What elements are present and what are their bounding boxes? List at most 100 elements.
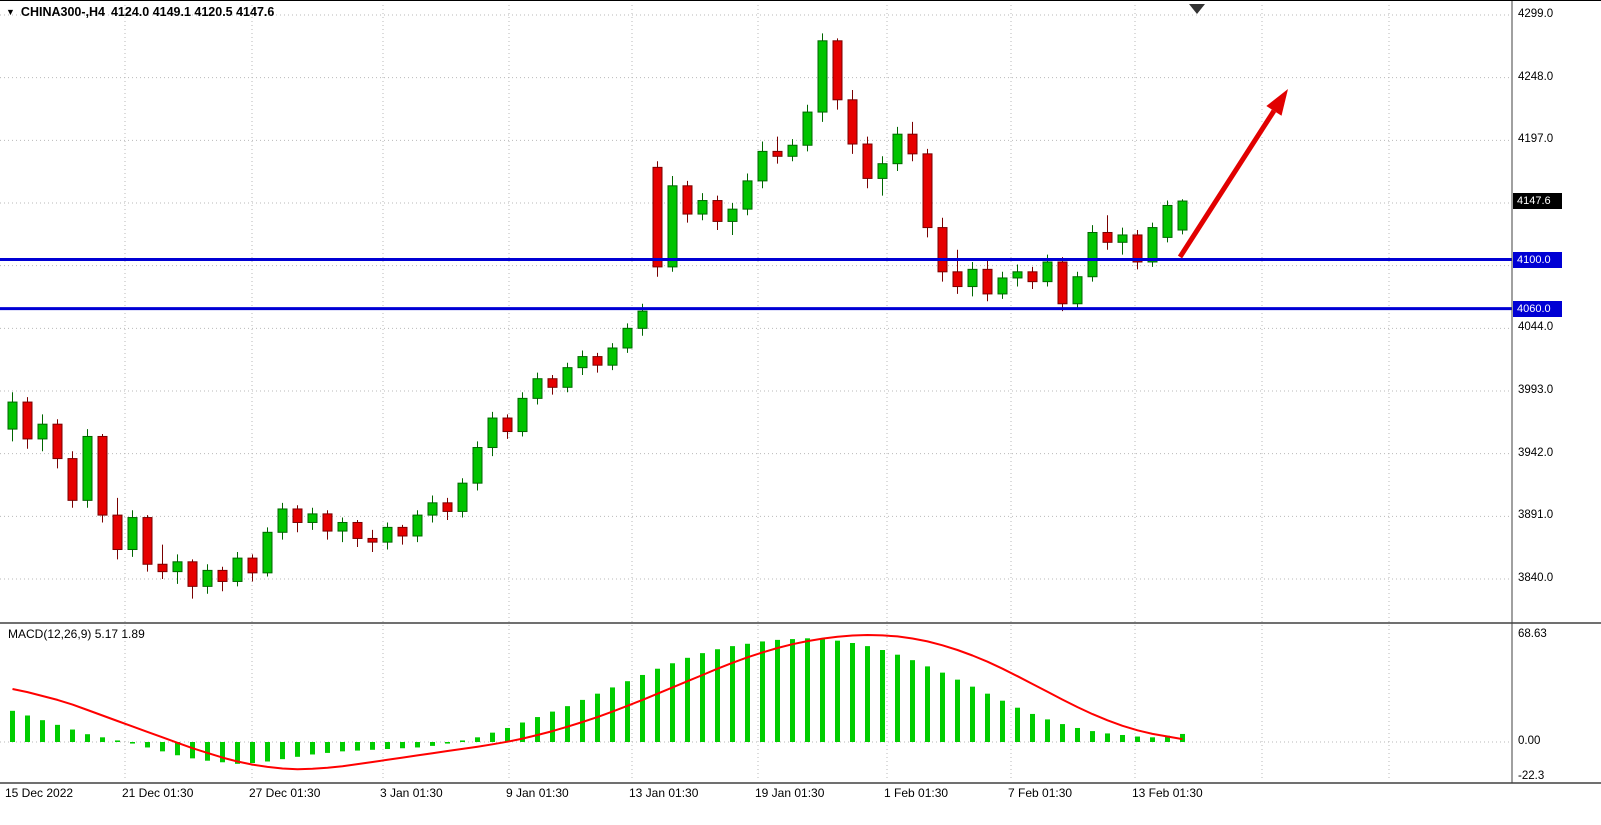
- time-tick-label: 13 Feb 01:30: [1132, 786, 1203, 800]
- macd-histogram-bar: [415, 742, 420, 748]
- candle-body: [757, 150, 768, 182]
- macd-histogram-bar: [160, 742, 165, 752]
- candle-body: [187, 561, 198, 587]
- candle-body: [502, 417, 513, 433]
- macd-histogram-bar: [430, 742, 435, 746]
- macd-histogram-bar: [1075, 727, 1080, 742]
- macd-histogram-bar: [1150, 737, 1155, 742]
- macd-signal-line: [12, 634, 1183, 771]
- candle-body: [1012, 271, 1023, 279]
- macd-histogram-bar: [925, 666, 930, 742]
- candle-body: [997, 277, 1008, 295]
- candle-body: [382, 526, 393, 543]
- macd-histogram-bar: [700, 653, 705, 742]
- candle-body: [82, 435, 93, 501]
- candle-body: [907, 133, 918, 155]
- macd-histogram-bar: [325, 742, 330, 753]
- macd-histogram-bar: [85, 734, 90, 742]
- trend-arrow-head[interactable]: [1266, 89, 1288, 116]
- macd-histogram-bar: [895, 654, 900, 742]
- candle-body: [157, 563, 168, 573]
- candle-body: [1027, 271, 1038, 283]
- candle-body: [307, 513, 318, 523]
- macd-histogram-bar: [760, 641, 765, 742]
- current-price-badge: 4147.6: [1513, 193, 1562, 210]
- candle-body: [577, 356, 588, 369]
- chart-shift-marker-icon[interactable]: [1189, 4, 1205, 14]
- macd-histogram-bar: [550, 711, 555, 742]
- macd-histogram-bar: [910, 660, 915, 742]
- macd-histogram-bar: [640, 674, 645, 742]
- time-tick-label: 15 Dec 2022: [5, 786, 74, 800]
- candle-body: [937, 227, 948, 273]
- macd-histogram-bar: [1030, 713, 1035, 742]
- macd-histogram-bar: [130, 742, 135, 744]
- candle-body: [52, 423, 63, 460]
- time-tick-label: 9 Jan 01:30: [506, 786, 569, 800]
- price-level-badge: 4060.0: [1513, 300, 1562, 317]
- candle-body: [772, 150, 783, 157]
- candle-body: [742, 180, 753, 210]
- macd-histogram-bar: [1120, 734, 1125, 742]
- macd-histogram-bar: [190, 742, 195, 759]
- candle-body: [1072, 276, 1083, 305]
- candle-body: [7, 401, 18, 430]
- candle-body: [817, 40, 828, 113]
- candle-body: [922, 153, 933, 229]
- candle-body: [1132, 234, 1143, 263]
- candle-body: [967, 268, 978, 288]
- macd-histogram-bar: [100, 737, 105, 742]
- macd-histogram-bar: [805, 638, 810, 742]
- candle-body: [727, 208, 738, 222]
- price-tick-label: 4044.0: [1518, 321, 1554, 334]
- candle-body: [592, 356, 603, 366]
- price-tick-label: 3840.0: [1518, 572, 1554, 584]
- candle-body: [637, 310, 648, 329]
- candle-body: [682, 185, 693, 215]
- candle-body: [202, 569, 213, 587]
- candle-body: [1042, 261, 1053, 283]
- macd-histogram-bar: [1090, 731, 1095, 742]
- symbol-period-label: CHINA300-,H4: [20, 5, 105, 19]
- time-tick-label: 27 Dec 01:30: [249, 786, 321, 800]
- macd-histogram-bar: [745, 643, 750, 742]
- candle-body: [337, 521, 348, 532]
- macd-histogram-bar: [625, 681, 630, 742]
- ohlc-header: ▼ CHINA300-,H4 4124.0 4149.1 4120.5 4147…: [6, 5, 274, 19]
- candle-body: [457, 482, 468, 512]
- macd-histogram-bar: [310, 742, 315, 755]
- macd-histogram-bar: [145, 742, 150, 748]
- candle-body: [352, 521, 363, 539]
- macd-histogram-bar: [505, 727, 510, 742]
- macd-histogram-bar: [685, 657, 690, 742]
- candle-body: [97, 435, 108, 516]
- macd-histogram-bar: [445, 742, 450, 744]
- macd-histogram-bar: [295, 742, 300, 757]
- macd-tick-label: -22.3: [1518, 769, 1545, 782]
- trend-arrow-shaft[interactable]: [1177, 109, 1277, 259]
- macd-histogram-bar: [40, 720, 45, 742]
- macd-histogram-bar: [1015, 707, 1020, 742]
- candle-body: [517, 397, 528, 433]
- macd-histogram-bar: [25, 715, 30, 742]
- macd-histogram-bar: [280, 742, 285, 760]
- macd-histogram-bar: [460, 740, 465, 742]
- price-tick-label: 4248.0: [1518, 70, 1554, 83]
- macd-histogram-bar: [730, 646, 735, 742]
- macd-histogram-bar: [400, 742, 405, 749]
- candle-body: [487, 417, 498, 449]
- macd-histogram-bar: [355, 742, 360, 751]
- macd-histogram-bar: [880, 650, 885, 742]
- candle-body: [127, 517, 138, 551]
- candle-body: [367, 537, 378, 543]
- candle-body: [277, 508, 288, 533]
- macd-histogram-bar: [820, 639, 825, 742]
- candle-body: [832, 40, 843, 101]
- candle-body: [802, 111, 813, 146]
- candle-body: [892, 133, 903, 165]
- price-tick-label: 4299.0: [1518, 8, 1554, 20]
- symbol-dropdown-icon[interactable]: ▼: [6, 7, 15, 17]
- candle-body: [322, 513, 333, 532]
- macd-histogram-bar: [475, 737, 480, 742]
